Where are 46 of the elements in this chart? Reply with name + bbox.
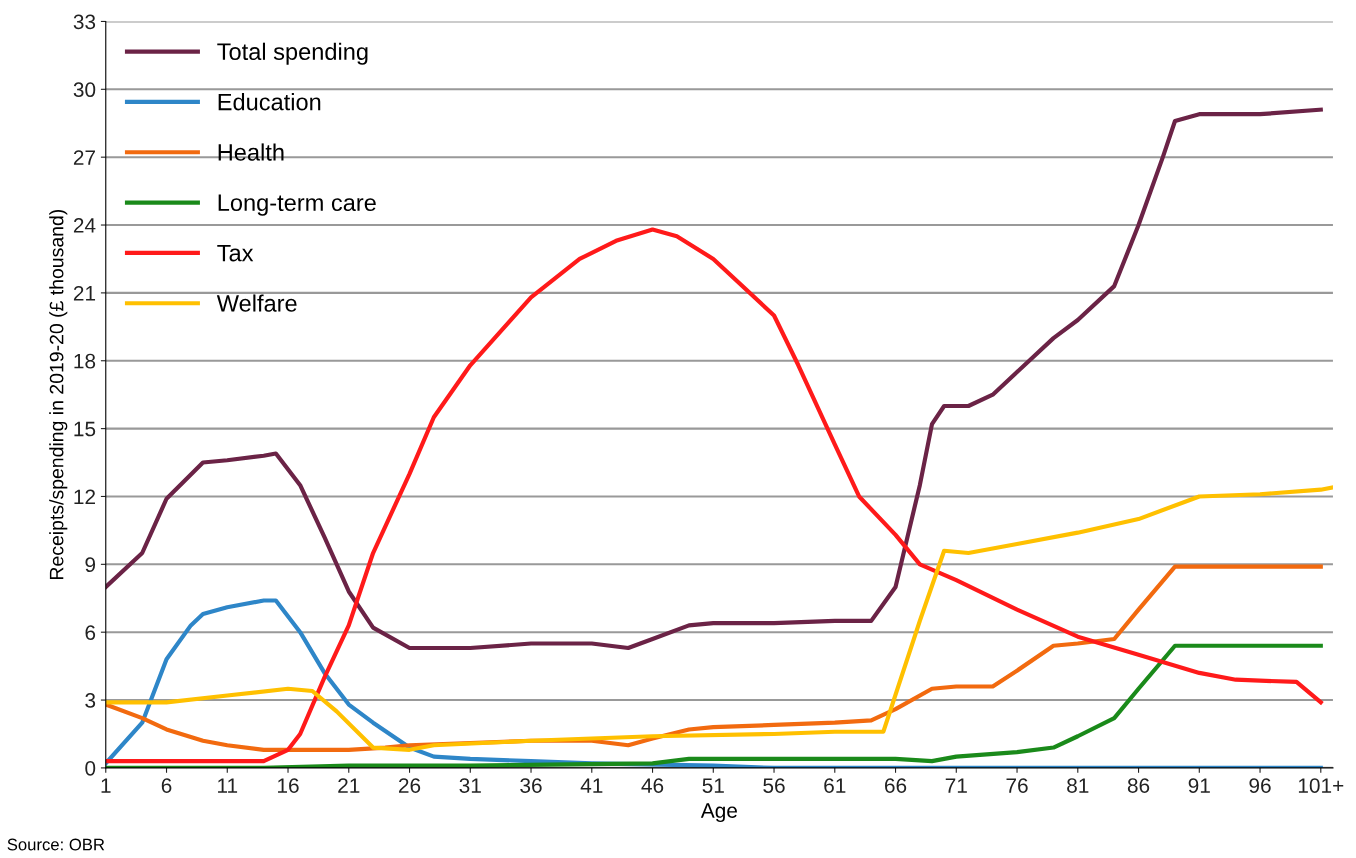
y-tick-label: 12: [74, 489, 95, 505]
y-tick-label: 15: [74, 421, 96, 437]
x-tick-label: 46: [641, 778, 664, 793]
line-series: [105, 485, 1333, 752]
y-tick-label: 3: [85, 693, 96, 708]
x-tick-label: 86: [1127, 778, 1150, 793]
legend-label: Education: [218, 93, 321, 111]
y-tick-label: 18: [74, 353, 96, 369]
x-tick-label: 21: [338, 778, 360, 793]
x-tick-label: 101+: [1298, 778, 1344, 793]
y-tick-label: 6: [85, 625, 96, 640]
x-tick-label: 41: [580, 778, 603, 793]
y-tick-label: 9: [85, 557, 96, 573]
legend-label: Total spending: [217, 42, 368, 65]
x-tick-label: 51: [702, 778, 724, 793]
y-axis-title: Receipts/spending in 2019-20 (£ thousand): [49, 209, 68, 579]
x-tick-label: 56: [763, 778, 785, 793]
line-series: [105, 598, 1323, 768]
x-tick-label: 66: [885, 778, 907, 793]
x-tick-label: 36: [520, 778, 542, 793]
line-series: [105, 643, 1323, 768]
legend-label: Long-term care: [218, 194, 376, 216]
x-tick-label: 1: [101, 778, 111, 793]
legend-label: Tax: [217, 244, 254, 262]
x-tick-label: 61: [824, 778, 846, 793]
y-tick-label: 33: [73, 14, 96, 30]
x-tick-label: 31: [459, 778, 481, 793]
y-tick-label: 27: [73, 150, 95, 165]
legend-label: Welfare: [216, 294, 297, 312]
x-tick-label: 81: [1067, 778, 1089, 793]
x-axis-title: Age: [700, 803, 737, 823]
y-tick-label: 30: [73, 82, 96, 98]
x-tick-label: 71: [945, 778, 967, 793]
legend-label: Health: [218, 143, 284, 161]
x-tick-label: 76: [1006, 778, 1028, 793]
x-tick-label: 6: [161, 778, 172, 793]
y-tick-label: 0: [85, 760, 96, 776]
x-tick-label: 96: [1249, 778, 1271, 793]
x-tick-label: 11: [218, 778, 238, 793]
source-note: Source: OBR: [7, 838, 105, 851]
y-tick-label: 21: [73, 285, 96, 301]
x-tick-label: 16: [278, 778, 299, 793]
x-tick-label: 91: [1188, 778, 1210, 793]
y-tick-label: 24: [73, 218, 96, 233]
line-series: [105, 227, 1323, 764]
x-tick-label: 26: [398, 778, 421, 793]
